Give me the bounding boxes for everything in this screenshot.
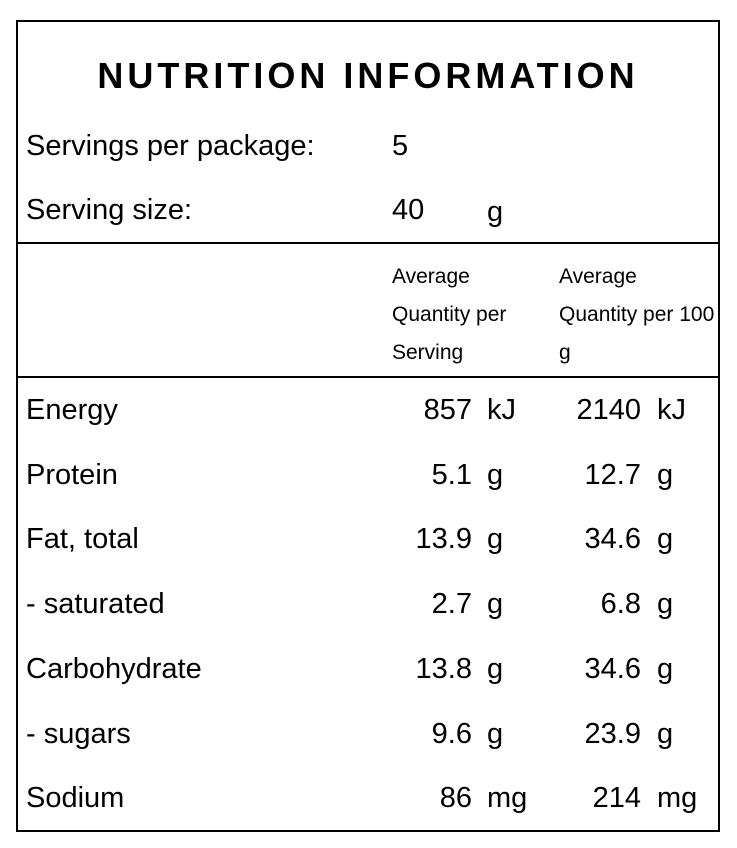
- per-100g-value: 34.6: [584, 523, 641, 556]
- nutrient-name: Energy: [26, 394, 118, 426]
- column-header: Average Quantity per Serving: [392, 265, 507, 364]
- per-100g-unit: g: [657, 717, 674, 750]
- nutrient-name: Fat, total: [26, 523, 139, 556]
- serving-size-label: Serving size:: [26, 194, 193, 226]
- nutrient-name: - saturated: [26, 588, 165, 621]
- per-100g-value: 2140: [576, 394, 641, 426]
- per-serving-value: 86: [439, 782, 472, 815]
- per-serving-unit: g: [487, 523, 504, 556]
- nutrient-name: Protein: [26, 458, 118, 491]
- per-serving-value: 857: [423, 394, 472, 426]
- per-100g-value: 23.9: [584, 717, 641, 750]
- per-serving-unit: mg: [487, 782, 528, 815]
- column-header: Average Quantity per 100 g: [559, 265, 715, 364]
- nutrition-panel: NUTRITION INFORMATION Servings per packa…: [16, 20, 720, 832]
- per-100g-unit: mg: [657, 782, 698, 815]
- per-serving-unit: g: [487, 717, 504, 750]
- per-100g-unit: kJ: [657, 394, 686, 426]
- per-serving-value: 5.1: [431, 458, 472, 491]
- per-100g-unit: g: [657, 458, 674, 491]
- per-serving-value: 13.8: [415, 652, 472, 685]
- divider: [18, 376, 718, 378]
- nutrient-name: - sugars: [26, 717, 131, 750]
- per-serving-unit: g: [487, 652, 504, 685]
- nutrient-name: Carbohydrate: [26, 652, 202, 685]
- per-serving-value: 2.7: [431, 588, 472, 621]
- per-serving-value: 9.6: [431, 717, 472, 750]
- servings-value: 5: [392, 130, 409, 162]
- per-100g-unit: g: [657, 652, 674, 685]
- per-100g-value: 214: [592, 782, 641, 815]
- per-serving-unit: g: [487, 588, 504, 621]
- nutrient-name: Sodium: [26, 782, 125, 815]
- per-serving-unit: kJ: [487, 394, 516, 426]
- title: NUTRITION INFORMATION: [97, 55, 639, 96]
- divider: [18, 242, 718, 244]
- serving-size-unit: g: [487, 196, 504, 228]
- per-100g-unit: g: [657, 588, 674, 621]
- per-serving-value: 13.9: [415, 523, 472, 556]
- per-100g-value: 34.6: [584, 652, 641, 685]
- per-100g-unit: g: [657, 523, 674, 556]
- per-100g-value: 6.8: [600, 588, 641, 621]
- per-serving-unit: g: [487, 458, 504, 491]
- serving-size-value: 40: [392, 194, 425, 226]
- per-100g-value: 12.7: [584, 458, 641, 491]
- servings-label: Servings per package:: [26, 130, 315, 162]
